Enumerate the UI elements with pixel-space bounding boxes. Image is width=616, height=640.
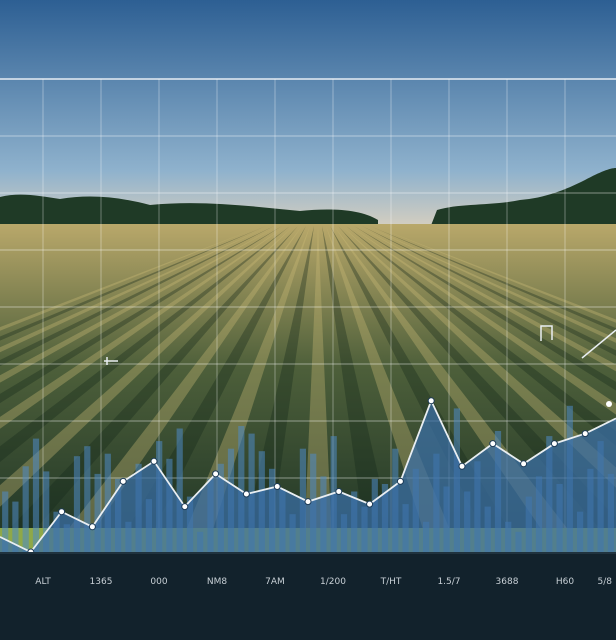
crop-row — [56, 226, 302, 545]
crop-row — [0, 226, 282, 404]
data-point — [119, 477, 127, 485]
x-tick-label: 5/8 — [598, 577, 613, 587]
treeline — [0, 168, 616, 228]
data-point — [273, 483, 281, 490]
x-tick-label: T/HT — [380, 577, 402, 587]
x-tick-label: 3688 — [496, 577, 519, 587]
data-point — [520, 460, 528, 468]
x-tick-label: 1365 — [90, 577, 113, 587]
data-point — [550, 440, 558, 448]
bar — [73, 456, 81, 552]
crop-row — [0, 226, 290, 462]
data-point — [88, 523, 96, 531]
x-tick-label: 7AM — [265, 577, 285, 587]
bar — [32, 438, 40, 552]
data-point — [396, 477, 404, 485]
data-point — [150, 457, 158, 465]
data-point — [242, 490, 250, 498]
crop-row — [180, 226, 310, 545]
crop-row — [358, 226, 616, 372]
data-point — [427, 397, 435, 405]
crop-row — [0, 226, 274, 367]
x-tick-label: 000 — [150, 577, 167, 587]
data-point — [581, 430, 589, 438]
data-point — [366, 500, 374, 508]
annotation-bracket — [540, 325, 553, 341]
crop-row — [342, 226, 616, 488]
bar — [94, 473, 101, 552]
bar — [43, 471, 50, 552]
crop-row — [370, 226, 616, 333]
data-point — [58, 508, 66, 516]
x-axis-band — [0, 552, 616, 640]
bar — [84, 446, 91, 552]
bar — [2, 491, 9, 552]
crop-row — [0, 226, 286, 429]
x-tick-label: H60 — [556, 577, 574, 587]
crop-row — [0, 226, 294, 507]
crop-row — [322, 226, 394, 545]
crop-row — [346, 226, 616, 446]
data-point — [304, 498, 312, 506]
area-series — [0, 400, 616, 552]
data-point — [212, 470, 220, 478]
bar — [22, 466, 29, 552]
crop-row — [354, 226, 616, 391]
crop-row — [374, 226, 616, 323]
bar — [176, 428, 183, 552]
bar — [238, 426, 245, 552]
x-tick-label: ALT — [35, 577, 51, 587]
annotation-marker — [104, 357, 118, 365]
x-tick-label: 1.5/7 — [437, 577, 460, 587]
series-continuation-line — [581, 329, 616, 359]
data-point — [489, 440, 497, 448]
data-point — [181, 503, 189, 511]
crop-row — [0, 226, 270, 353]
chart-grid — [0, 78, 616, 552]
crop-row — [350, 226, 616, 415]
data-point — [458, 462, 466, 470]
crop-row — [362, 226, 616, 356]
sky — [0, 0, 616, 228]
x-axis-tick-labels: ALT 1365 000 NM8 7AM 1/200 T/HT 1.5/7 3688 H60 5/8 — [35, 577, 612, 587]
data-point — [335, 488, 343, 495]
x-tick-label: NM8 — [207, 577, 227, 587]
bar — [12, 501, 19, 552]
crop-row — [0, 226, 266, 341]
x-tick-label: 1/200 — [320, 577, 346, 587]
crop-row — [118, 226, 306, 545]
crop-row — [0, 226, 262, 331]
series-point-extra — [606, 401, 612, 407]
annotations — [104, 325, 616, 407]
crop-row — [0, 226, 278, 383]
crop-row — [366, 226, 616, 343]
